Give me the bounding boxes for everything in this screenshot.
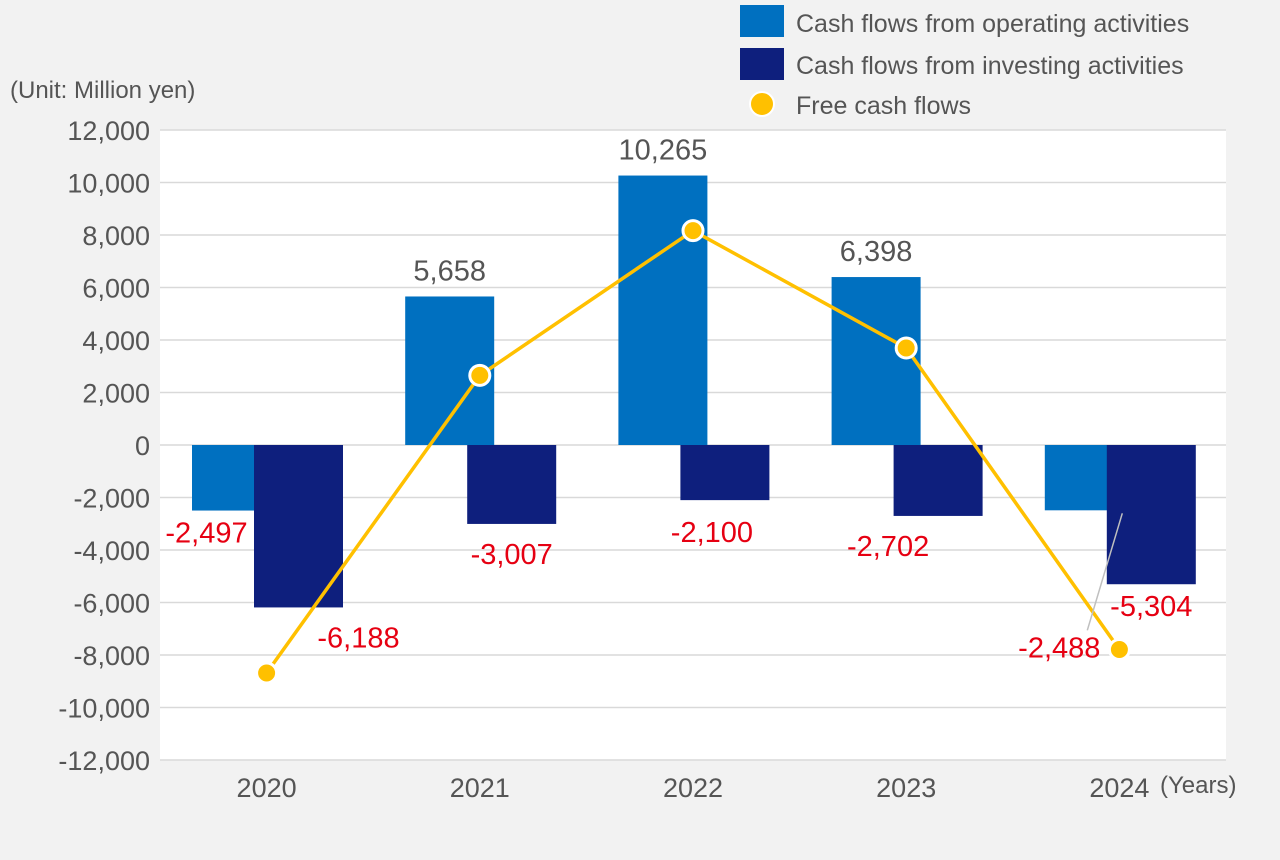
- x-tick-label: 2024: [1089, 773, 1149, 803]
- data-label-investing: -2,702: [847, 531, 929, 563]
- data-label-operating: -2,497: [165, 518, 247, 550]
- y-tick-label: 10,000: [67, 169, 150, 199]
- legend-label-free-cash-flow: Free cash flows: [796, 92, 971, 120]
- y-tick-label: -10,000: [58, 694, 150, 724]
- legend-swatch-operating: [740, 5, 784, 37]
- y-tick-label: 2,000: [82, 379, 150, 409]
- free-cash-flow-point: [681, 219, 705, 243]
- bar-investing: [254, 445, 343, 608]
- y-tick-label: -12,000: [58, 746, 150, 776]
- data-label-operating: 5,658: [413, 255, 486, 287]
- data-label-investing: -3,007: [471, 539, 553, 571]
- bar-investing: [893, 445, 983, 516]
- free-cash-flow-point: [1107, 638, 1131, 662]
- y-tick-label: -8,000: [73, 641, 150, 671]
- bar-operating: [831, 277, 921, 445]
- data-label-operating: 10,265: [619, 135, 708, 167]
- legend-marker-free-cash-flow: [749, 91, 775, 117]
- y-tick-label: 0: [135, 431, 150, 461]
- y-tick-label: 4,000: [82, 326, 150, 356]
- free-cash-flow-line: [255, 219, 1131, 685]
- data-label-investing: -5,304: [1110, 591, 1192, 623]
- legend: Cash flows from operating activities Cas…: [740, 5, 1189, 120]
- unit-label: (Unit: Million yen): [10, 77, 195, 104]
- bar-investing: [680, 445, 770, 501]
- free-cash-flow-point: [468, 363, 492, 387]
- data-labels: -2,497 -6,188 5,658 -3,007 10,265 -2,100 6,398…: [165, 135, 1192, 665]
- x-tick-label: 2022: [663, 773, 723, 803]
- x-tick-label: 2020: [237, 773, 297, 803]
- data-label-operating: -2,488: [1018, 632, 1100, 664]
- y-tick-label: 6,000: [82, 274, 150, 304]
- y-tick-label: -2,000: [73, 484, 150, 514]
- x-tick-label: 2023: [876, 773, 936, 803]
- y-axis-ticks: 12,000 10,000 8,000 6,000 4,000 2,000 0 -2,000 -…: [58, 116, 150, 776]
- free-cash-flow-point: [894, 336, 918, 360]
- data-label-operating: 6,398: [840, 236, 913, 268]
- legend-swatch-investing: [740, 48, 784, 80]
- bar-investing: [467, 445, 557, 524]
- y-tick-label: 12,000: [67, 116, 150, 146]
- legend-label-operating: Cash flows from operating activities: [796, 10, 1189, 38]
- x-tick-label: 2021: [450, 773, 510, 803]
- data-label-investing: -6,188: [317, 622, 399, 654]
- bar-operating: [618, 175, 708, 445]
- bar-investing: [1106, 445, 1196, 585]
- leader-line: [1086, 513, 1124, 631]
- x-axis-ticks: 2020 2021 2022 2023 2024: [237, 773, 1150, 803]
- y-tick-label: -4,000: [73, 536, 150, 566]
- free-cash-flow-point: [255, 661, 279, 685]
- legend-label-investing: Cash flows from investing activities: [796, 52, 1184, 80]
- x-unit-label: (Years): [1160, 772, 1236, 799]
- y-tick-label: -6,000: [73, 589, 150, 619]
- data-label-investing: -2,100: [671, 517, 753, 549]
- y-tick-label: 8,000: [82, 221, 150, 251]
